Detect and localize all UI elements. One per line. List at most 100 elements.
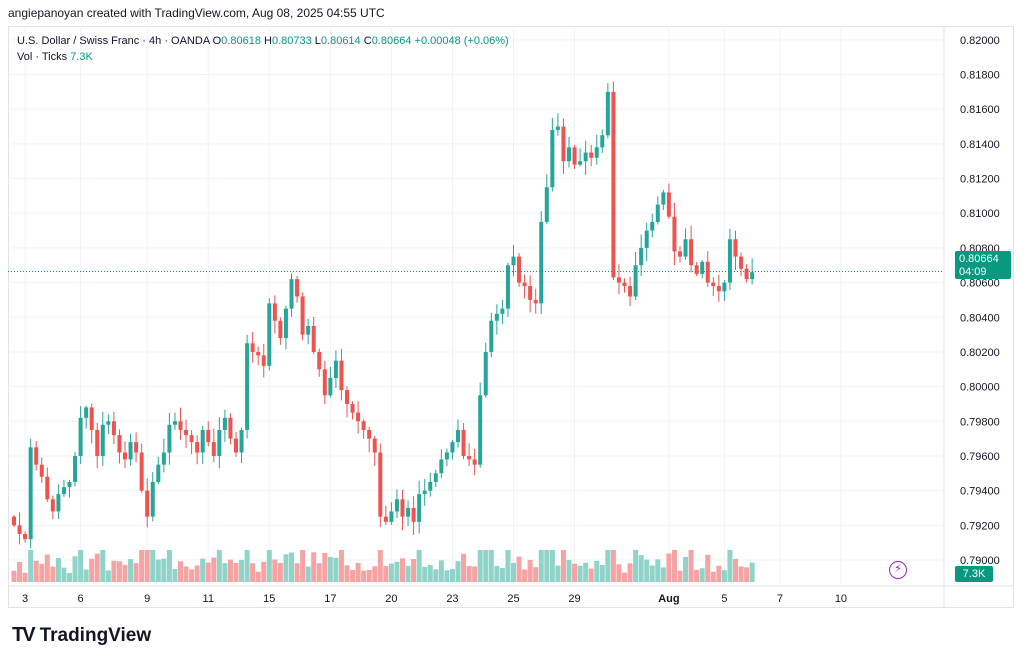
- time-tick-label: 23: [446, 593, 458, 605]
- volume-bar: [266, 550, 272, 582]
- tradingview-logo[interactable]: TV TradingView: [12, 624, 151, 647]
- candle-body: [655, 204, 660, 222]
- candle-body: [666, 192, 671, 217]
- candle-body: [245, 343, 250, 430]
- volume-bar: [222, 563, 228, 582]
- candle-body: [12, 516, 16, 526]
- candle-body: [600, 135, 605, 148]
- candle-body: [678, 251, 682, 257]
- candle-body: [705, 261, 710, 283]
- candle-body: [239, 429, 244, 453]
- volume-bar: [438, 560, 444, 582]
- volume-bar: [388, 563, 394, 582]
- candle-body: [123, 452, 127, 460]
- volume-bar: [499, 568, 505, 582]
- price-tick-label: 0.79800: [960, 416, 1000, 428]
- candle-body: [716, 286, 721, 292]
- candle-body: [383, 516, 388, 522]
- candle-body: [528, 286, 533, 300]
- candle-body: [333, 360, 338, 378]
- brand-name: TradingView: [39, 624, 152, 646]
- volume-bar: [599, 564, 605, 582]
- volume-bar: [250, 563, 256, 582]
- symbol-title[interactable]: U.S. Dollar / Swiss Franc · 4h · OANDA: [17, 35, 210, 47]
- volume-bar: [139, 550, 145, 582]
- price-tick-label: 0.80600: [960, 278, 1000, 290]
- low-value: 0.80614: [320, 35, 361, 47]
- candle-body: [84, 407, 89, 418]
- volume-bar: [111, 560, 117, 582]
- candle-body: [439, 459, 444, 474]
- candle-body: [189, 435, 194, 443]
- volume-bar: [455, 561, 461, 582]
- candle-body: [561, 126, 566, 162]
- candle-body: [672, 216, 677, 252]
- candle-body: [106, 421, 111, 425]
- volume-bar: [116, 561, 122, 582]
- candle-body: [489, 320, 494, 352]
- volume-bar: [189, 569, 195, 582]
- candle-body: [372, 438, 377, 453]
- price-tick-label: 0.81600: [960, 104, 1000, 116]
- volume-bar: [322, 552, 328, 582]
- candle-body: [250, 343, 255, 352]
- last-price-value: 0.80664: [959, 253, 999, 265]
- candle-body: [306, 325, 311, 335]
- volume-bar: [17, 561, 23, 582]
- volume-bar: [638, 555, 644, 582]
- volume-bar: [483, 550, 489, 582]
- volume-bar: [705, 554, 711, 582]
- volume-bar: [627, 563, 633, 582]
- volume-bar: [128, 559, 134, 582]
- time-tick-label: 15: [263, 593, 275, 605]
- volume-bar: [427, 565, 433, 582]
- candle-body: [156, 464, 161, 482]
- open-value: 0.80618: [221, 35, 261, 47]
- volume-bar: [338, 550, 344, 582]
- candle-body: [544, 187, 549, 222]
- candle-body: [89, 407, 94, 430]
- volume-bar: [405, 566, 411, 582]
- volume-bar: [105, 570, 111, 582]
- volume-bar: [516, 556, 522, 582]
- volume-bar: [533, 567, 539, 582]
- candle-body: [228, 417, 233, 439]
- candle-body: [739, 256, 744, 269]
- candle-body: [67, 481, 72, 488]
- price-tick-label: 0.79600: [960, 451, 1000, 463]
- volume-bar: [416, 550, 422, 582]
- volume-label[interactable]: Vol · Ticks: [17, 51, 68, 63]
- candle-body: [317, 351, 322, 370]
- candle-body: [522, 282, 527, 287]
- candle-body: [650, 221, 655, 231]
- volume-bar: [361, 570, 367, 582]
- volume-bar: [688, 550, 694, 582]
- volume-bar: [300, 550, 306, 582]
- volume-bar: [233, 563, 239, 582]
- volume-bar: [227, 559, 233, 582]
- candle-body: [589, 152, 594, 158]
- alert-icon[interactable]: ⚡: [889, 561, 907, 579]
- candlestick-chart[interactable]: 0.82000 0.81800 0.81600 0.81400 0.81200 0.810…: [8, 26, 1014, 608]
- candle-body: [222, 417, 227, 430]
- candle-body: [195, 442, 200, 453]
- candle-body: [567, 147, 571, 162]
- volume-bar: [394, 561, 400, 582]
- bar-countdown: 04:09: [959, 266, 987, 278]
- price-tick-label: 0.80200: [960, 347, 1000, 359]
- price-tick-label: 0.79200: [960, 520, 1000, 532]
- candle-body: [289, 279, 294, 309]
- candle-body: [17, 525, 22, 534]
- volume-bar: [305, 566, 311, 582]
- last-price-tag: 0.80664 04:09: [955, 251, 1011, 279]
- volume-bar: [28, 550, 34, 582]
- candle-body: [211, 442, 216, 456]
- candle-body: [694, 265, 699, 274]
- candle-body: [389, 511, 394, 522]
- candle-body: [39, 464, 44, 477]
- volume-bar: [400, 558, 405, 582]
- volume-bar: [200, 558, 206, 582]
- volume-bar: [511, 562, 516, 582]
- volume-bar: [472, 566, 478, 582]
- volume-bar: [366, 569, 372, 582]
